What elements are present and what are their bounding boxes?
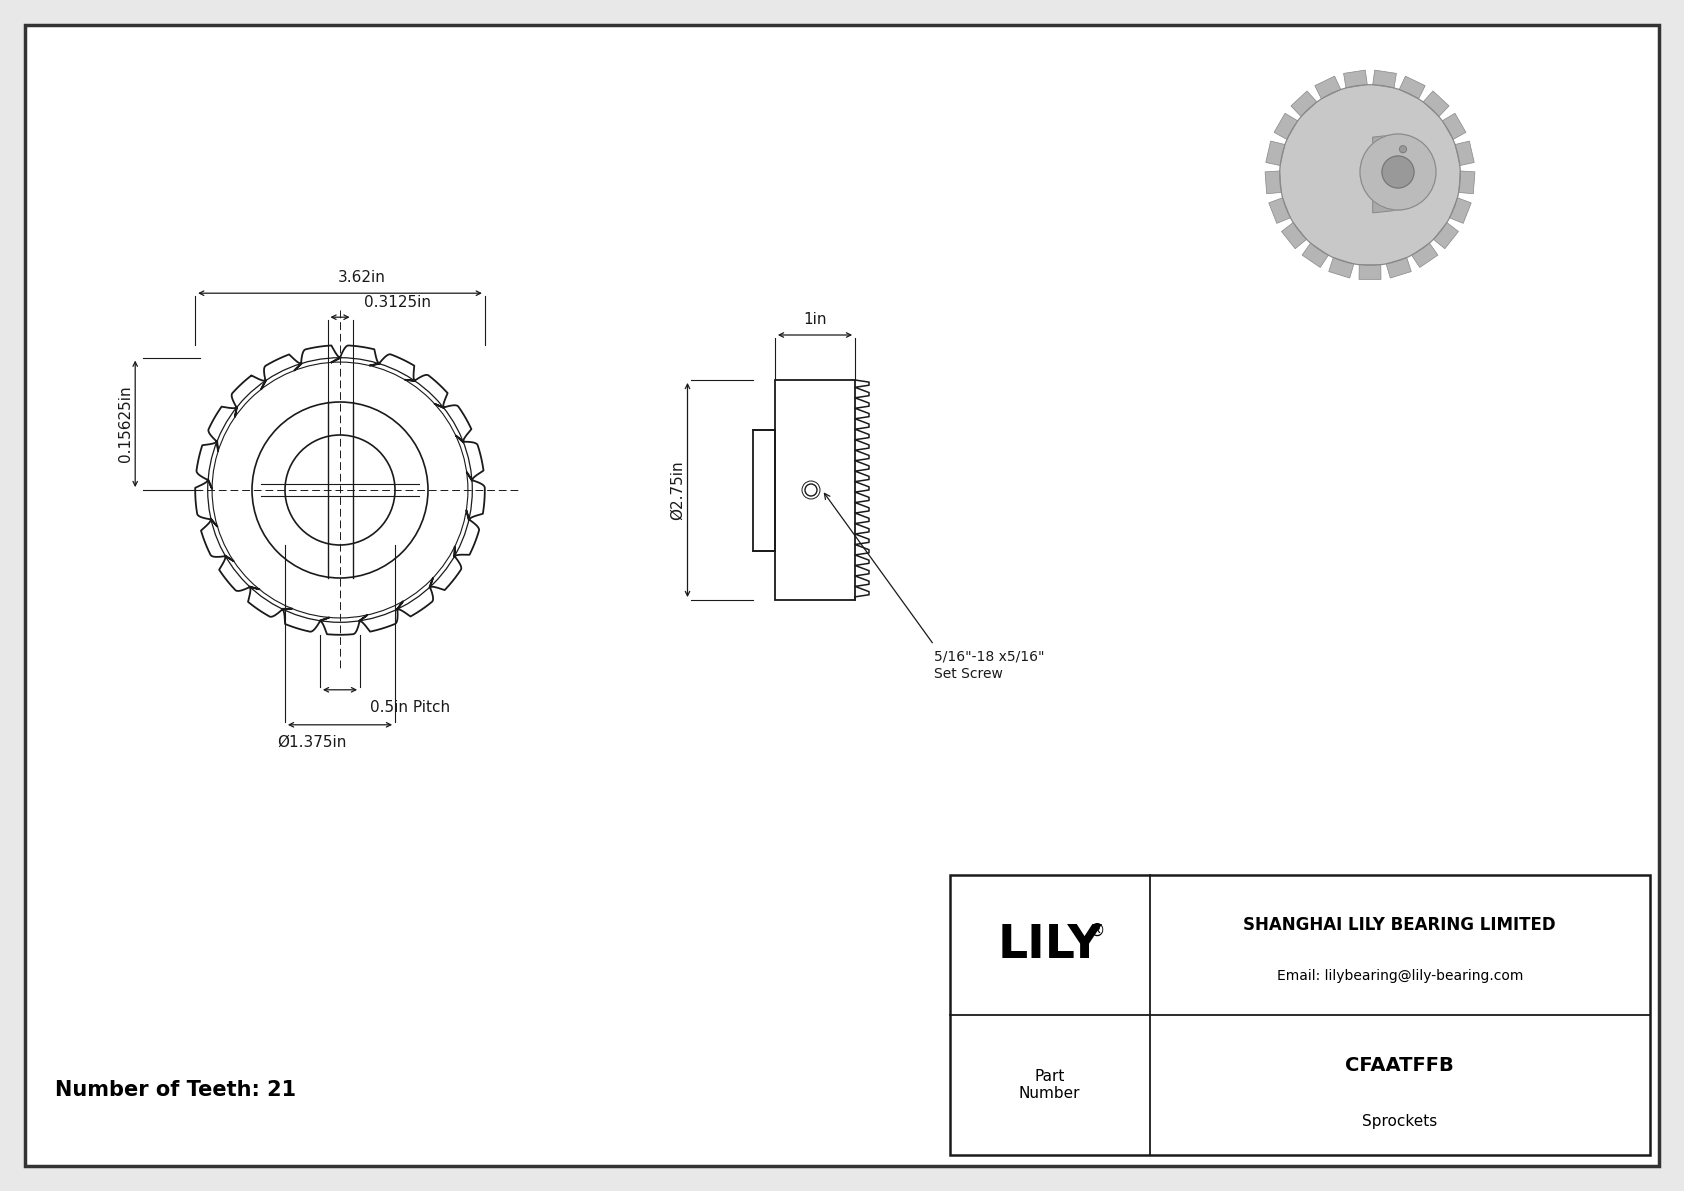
Polygon shape [1458, 172, 1475, 194]
Polygon shape [1450, 198, 1472, 224]
Polygon shape [1315, 76, 1340, 99]
Text: Set Screw: Set Screw [935, 667, 1004, 681]
Polygon shape [1344, 70, 1367, 88]
Text: 0.3125in: 0.3125in [364, 295, 431, 310]
Text: 0.15625in: 0.15625in [118, 386, 133, 462]
Polygon shape [1433, 223, 1458, 249]
Text: Number of Teeth: 21: Number of Teeth: 21 [56, 1080, 296, 1100]
Text: Sprockets: Sprockets [1362, 1114, 1438, 1129]
Polygon shape [1372, 70, 1396, 88]
Bar [753, 430, 775, 550]
Polygon shape [1455, 141, 1474, 166]
Text: ®: ® [1088, 922, 1105, 940]
Text: Ø2.75in: Ø2.75in [670, 460, 685, 519]
Text: SHANGHAI LILY BEARING LIMITED: SHANGHAI LILY BEARING LIMITED [1243, 916, 1556, 935]
Circle shape [1280, 85, 1460, 266]
Polygon shape [1266, 141, 1285, 166]
Text: 5/16"-18 x5/16": 5/16"-18 x5/16" [935, 650, 1044, 665]
Polygon shape [1386, 257, 1411, 278]
Polygon shape [1265, 172, 1282, 194]
Text: 3.62in: 3.62in [338, 270, 386, 285]
Polygon shape [1302, 243, 1329, 268]
Text: Part
Number: Part Number [1019, 1068, 1081, 1102]
Polygon shape [1423, 91, 1448, 117]
Polygon shape [1411, 243, 1438, 268]
Bar [775, 380, 855, 600]
Circle shape [1399, 145, 1406, 152]
Polygon shape [1292, 91, 1317, 117]
Text: Ø1.375in: Ø1.375in [276, 735, 347, 750]
Text: LILY: LILY [997, 923, 1101, 967]
Circle shape [1361, 135, 1436, 210]
Polygon shape [1282, 223, 1307, 249]
Polygon shape [1275, 113, 1298, 139]
Polygon shape [1372, 135, 1401, 213]
Polygon shape [1442, 113, 1467, 139]
Text: 0.5in Pitch: 0.5in Pitch [370, 700, 450, 715]
Polygon shape [1399, 76, 1425, 99]
Polygon shape [1329, 257, 1354, 278]
Polygon shape [1359, 264, 1381, 280]
Text: 1in: 1in [803, 312, 827, 328]
Text: Email: lilybearing@lily-bearing.com: Email: lilybearing@lily-bearing.com [1276, 968, 1522, 983]
Bar [950, 875, 1650, 1155]
Circle shape [1383, 156, 1415, 188]
Polygon shape [1268, 198, 1290, 224]
Text: CFAATFFB: CFAATFFB [1346, 1056, 1453, 1075]
